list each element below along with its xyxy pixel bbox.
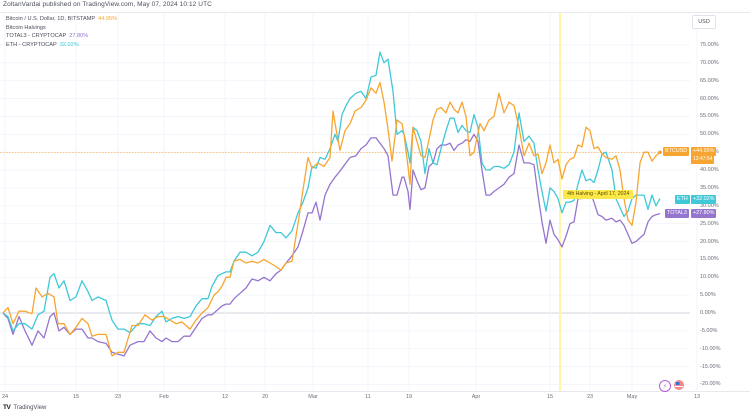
legend-value: 32.02% — [59, 41, 79, 48]
y-tick-label: 50.00% — [700, 131, 719, 138]
btcusd-tag-name: BTCUSD — [663, 147, 690, 156]
btcusd-countdown: 13:47:54 — [691, 155, 715, 164]
y-tick-label: 55.00% — [700, 113, 719, 120]
y-tick-label: 70.00% — [700, 59, 719, 66]
y-tick-label: 65.00% — [700, 77, 719, 84]
tradingview-logo-icon[interactable]: TV — [3, 404, 11, 411]
legend-item-btcusd[interactable]: Bitcoin / U.S. Dollar, 1D, BITSTAMP 44.95… — [6, 15, 117, 24]
total3-tag-value: +27.80% — [691, 209, 717, 218]
x-tick-label: Apr — [471, 394, 481, 400]
y-tick-label: -5.00% — [700, 327, 718, 334]
legend-value: 44.95% — [98, 16, 118, 22]
flag-glyph — [675, 381, 683, 389]
x-tick-label: 11 — [365, 394, 371, 400]
y-tick-label: -15.00% — [700, 363, 721, 370]
btc-last-point — [658, 150, 662, 155]
x-tick-label: 23 — [114, 394, 122, 400]
y-tick-label: 10.00% — [700, 274, 719, 281]
y-tick-label: 40.00% — [700, 167, 719, 174]
x-tick-label: 23 — [586, 394, 594, 400]
y-tick-label: 35.00% — [700, 184, 719, 191]
x-tick-label: 15 — [546, 394, 554, 400]
currency-button[interactable]: USD — [692, 15, 716, 29]
eth-tag-value: +32.02% — [691, 195, 717, 204]
total3-tag-name: TOTAL3 — [665, 209, 689, 218]
x-tick-label: 20 — [261, 394, 269, 400]
legend-label: Bitcoin Halvings — [6, 24, 46, 31]
series-line-total3[interactable] — [2, 133, 661, 357]
chart-pane[interactable] — [0, 12, 750, 395]
legend-item-halvings[interactable]: Bitcoin Halvings — [6, 24, 117, 33]
x-tick-label: 24 — [1, 394, 9, 400]
lightning-icon[interactable]: ⚡ — [659, 380, 671, 392]
x-tick-label: 12 — [221, 394, 229, 400]
brand-name[interactable]: TradingView — [13, 404, 47, 411]
footer: TV TradingView — [0, 404, 46, 411]
y-tick-label: 20.00% — [700, 238, 719, 245]
x-tick-label: 13 — [693, 394, 701, 400]
legend-item-eth[interactable]: ETH - CRYPTOCAP 32.02% — [6, 41, 117, 50]
x-tick-label: Feb — [159, 394, 169, 400]
legend-label: ETH - CRYPTOCAP — [6, 41, 57, 48]
halving-marker — [559, 13, 561, 391]
legend-item-total3[interactable]: TOTAL3 - CRYPTOCAP 27.80% — [6, 32, 117, 41]
x-axis-divider — [0, 391, 750, 392]
legend-label: Bitcoin / U.S. Dollar, 1D, BITSTAMP — [6, 16, 96, 22]
series-line-btcusd[interactable] — [2, 81, 661, 357]
y-tick-label: 5.00% — [700, 292, 716, 299]
y-tick-label: 25.00% — [700, 220, 719, 227]
publisher-line: ZoltanVardai published on TradingView.co… — [3, 1, 212, 8]
btcusd-tag-value: +44.95% — [691, 147, 717, 156]
chart-legend: Bitcoin / U.S. Dollar, 1D, BITSTAMP 44.95… — [6, 15, 117, 49]
y-tick-label: 0.00% — [700, 310, 716, 316]
us-flag-icon[interactable] — [674, 380, 684, 390]
y-tick-label: 15.00% — [700, 256, 719, 263]
y-tick-label: 30.00% — [700, 202, 719, 209]
legend-value: 27.80% — [69, 33, 89, 40]
y-tick-label: 75.00% — [700, 41, 719, 48]
x-tick-label: Mar — [308, 394, 318, 400]
y-tick-label: 60.00% — [700, 95, 719, 102]
eth-tag-name: ETH — [675, 195, 690, 204]
x-tick-label: May — [626, 394, 638, 400]
legend-label: TOTAL3 - CRYPTOCAP — [6, 33, 67, 40]
halving-annotation[interactable]: 4th Halving - April 17, 2024 — [563, 190, 634, 199]
x-tick-label: 15 — [72, 394, 80, 400]
y-tick-label: -10.00% — [700, 345, 721, 352]
x-tick-label: 19 — [405, 394, 413, 400]
y-tick-label: -20.00% — [700, 381, 721, 388]
series-line-eth[interactable] — [2, 51, 661, 334]
